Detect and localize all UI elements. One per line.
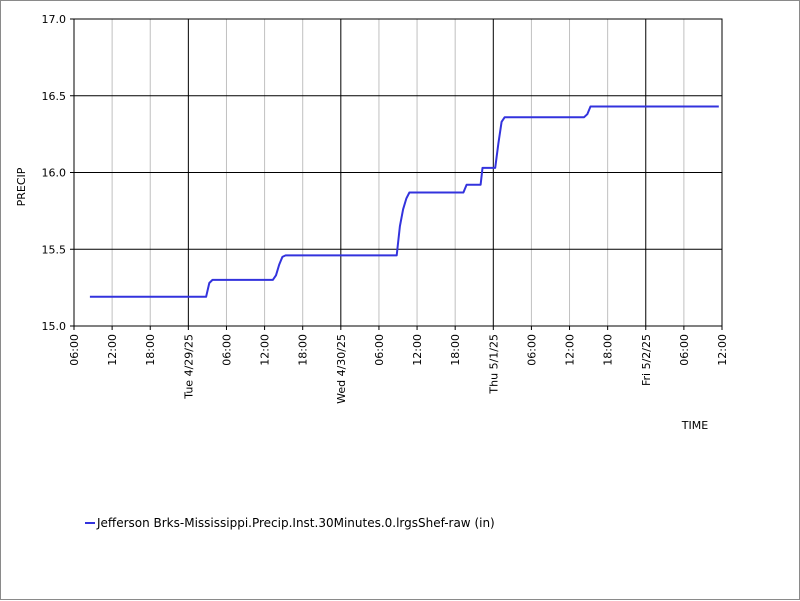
x-tick-label: 06:00: [678, 334, 691, 366]
x-tick-label: 06:00: [373, 334, 386, 366]
x-tick-label: 12:00: [411, 334, 424, 366]
x-tick-label: 12:00: [259, 334, 272, 366]
x-tick-label: 18:00: [297, 334, 310, 366]
x-tick-label: Fri 5/2/25: [640, 334, 653, 386]
x-tick-label: Wed 4/30/25: [335, 334, 348, 404]
x-tick-label: 18:00: [144, 334, 157, 366]
series-line: [89, 105, 719, 298]
x-tick-label: 18:00: [602, 334, 615, 366]
y-axis-label: PRECIP: [15, 167, 28, 206]
y-tick-label: 15.5: [42, 243, 67, 256]
legend: Jefferson Brks-Mississippi.Precip.Inst.3…: [85, 515, 495, 531]
x-tick-label: 12:00: [716, 334, 729, 366]
y-tick-label: 16.5: [42, 90, 67, 103]
x-tick-label: Thu 5/1/25: [487, 334, 500, 395]
legend-label: Jefferson Brks-Mississippi.Precip.Inst.3…: [97, 516, 495, 530]
x-tick-label: 06:00: [525, 334, 538, 366]
legend-swatch: [85, 522, 95, 524]
y-tick-label: 17.0: [42, 13, 67, 26]
x-axis-ticks: 06:00 12:00 18:00 Tue 4/29/25 06:00 12:00 18:0…: [68, 326, 729, 404]
x-tick-label: 12:00: [564, 334, 577, 366]
x-tick-label: 12:00: [106, 334, 119, 366]
x-tick-label: 06:00: [220, 334, 233, 366]
y-tick-label: 15.0: [42, 320, 67, 333]
y-axis-ticks: 15.0 15.5 16.0 16.5 17.0: [42, 13, 74, 333]
major-gridlines: [74, 18, 722, 327]
x-axis-label: TIME: [681, 419, 708, 432]
y-tick-label: 16.0: [42, 167, 67, 180]
x-tick-label: 18:00: [449, 334, 462, 366]
x-tick-label: 06:00: [68, 334, 81, 366]
x-tick-label: Tue 4/29/25: [182, 334, 195, 400]
